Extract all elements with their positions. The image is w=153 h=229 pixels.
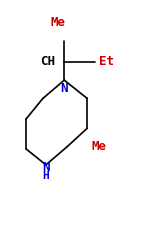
- Text: H: H: [43, 171, 49, 181]
- Text: Me: Me: [51, 16, 66, 29]
- Text: Et: Et: [99, 55, 114, 68]
- Text: CH: CH: [40, 55, 55, 68]
- Text: N: N: [42, 161, 50, 174]
- Text: Me: Me: [92, 140, 107, 153]
- Text: N: N: [60, 82, 68, 95]
